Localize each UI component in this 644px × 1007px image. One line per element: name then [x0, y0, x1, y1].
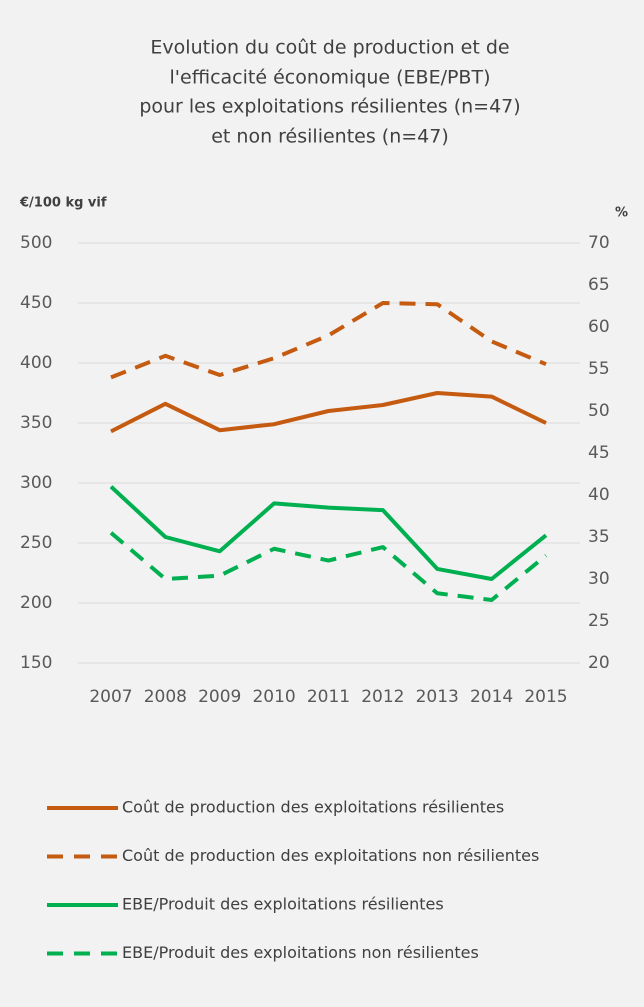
y-tick-label: 250: [20, 533, 52, 553]
series-line: [110, 391, 547, 434]
y2-tick-label: 25: [588, 611, 610, 631]
y2-tick-label: 30: [588, 569, 610, 589]
y2-tick-label: 20: [588, 653, 610, 673]
x-tick-label: 2011: [307, 687, 350, 707]
x-tick-label: 2009: [198, 687, 241, 707]
legend-label: Coût de production des exploitations non…: [122, 846, 539, 865]
x-tick-label: 2014: [470, 687, 513, 707]
legend-label: EBE/Produit des exploitations résiliente…: [122, 895, 444, 914]
y2-tick-label: 65: [588, 275, 610, 295]
y2-tick-label: 55: [588, 359, 610, 379]
y2-tick-label: 70: [588, 233, 610, 253]
y-tick-label: 300: [20, 473, 52, 493]
y-tick-label: 200: [20, 593, 52, 613]
y-tick-label: 500: [20, 233, 52, 253]
x-tick-label: 2010: [252, 687, 295, 707]
series-line: [109, 485, 548, 581]
x-tick-label: 2008: [144, 687, 187, 707]
x-tick-label: 2013: [416, 687, 459, 707]
y2-tick-label: 50: [588, 401, 610, 421]
series-line: [109, 531, 548, 602]
chart-title: et non résilientes (n=47): [211, 126, 449, 148]
x-tick-label: 2012: [361, 687, 404, 707]
y-tick-label: 350: [20, 413, 52, 433]
chart-title: l'efficacité économique (EBE/PBT): [170, 67, 491, 89]
chart-title: Evolution du coût de production et de: [150, 37, 509, 59]
y-tick-label: 450: [20, 293, 52, 313]
legend-label: EBE/Produit des exploitations non résili…: [122, 943, 479, 962]
y2-tick-label: 45: [588, 443, 610, 463]
y2-axis-label: %: [615, 206, 628, 221]
y-tick-label: 400: [20, 353, 52, 373]
y-axis-label: €/100 kg vif: [19, 196, 107, 211]
legend-label: Coût de production des exploitations rés…: [122, 798, 504, 817]
y2-tick-label: 40: [588, 485, 610, 505]
y2-tick-label: 35: [588, 527, 610, 547]
y-tick-label: 150: [20, 653, 52, 673]
chart-title: pour les exploitations résilientes (n=47…: [139, 96, 520, 118]
x-tick-label: 2007: [89, 687, 132, 707]
x-tick-label: 2015: [524, 687, 567, 707]
y2-tick-label: 60: [588, 317, 610, 337]
series-line: [110, 301, 547, 380]
